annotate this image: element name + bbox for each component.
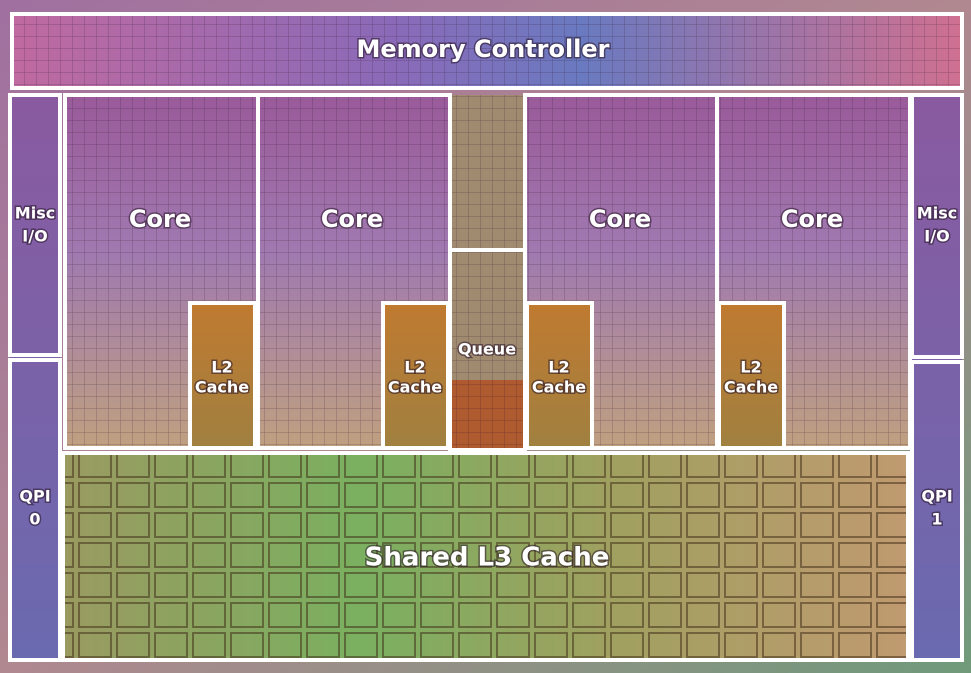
region-label: Core bbox=[129, 205, 191, 233]
region-label: L2 bbox=[404, 358, 425, 377]
region-label: QPI bbox=[921, 487, 952, 506]
region-label: Memory Controller bbox=[356, 35, 609, 63]
region-label: Misc bbox=[15, 204, 55, 223]
region-label: 1 bbox=[931, 510, 942, 529]
region-label: Queue bbox=[458, 340, 516, 359]
region-label: Shared L3 Cache bbox=[365, 543, 610, 573]
region-label: Core bbox=[589, 205, 651, 233]
region-label: Cache bbox=[195, 378, 249, 397]
region-label: Cache bbox=[724, 378, 778, 397]
region-label: L2 bbox=[211, 358, 232, 377]
region-label: Core bbox=[321, 205, 383, 233]
die-fills bbox=[10, 14, 962, 660]
region-outlines bbox=[8, 12, 964, 662]
region-label: Cache bbox=[388, 378, 442, 397]
region-label: 0 bbox=[29, 510, 40, 529]
region-label: L2 bbox=[548, 358, 569, 377]
region-label: I/O bbox=[22, 227, 47, 246]
region-label: Cache bbox=[532, 378, 586, 397]
region-label: Misc bbox=[917, 204, 957, 223]
region-label: Core bbox=[781, 205, 843, 233]
region-label: I/O bbox=[924, 227, 949, 246]
region-label: L2 bbox=[740, 358, 761, 377]
region-label: QPI bbox=[19, 487, 50, 506]
